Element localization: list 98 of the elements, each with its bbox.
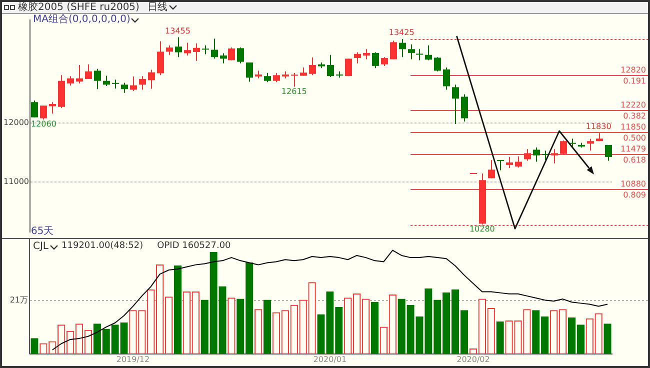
chart-title: CJL <box>33 241 49 252</box>
candlestick <box>246 62 253 82</box>
ref-line-label: 11479 0.618 <box>620 144 646 165</box>
candlestick <box>85 64 92 80</box>
candlestick <box>605 144 612 162</box>
bar <box>541 316 549 354</box>
candlestick <box>551 148 558 164</box>
candlestick <box>515 156 522 168</box>
candlestick <box>496 160 504 171</box>
annotation: 13425 <box>388 28 414 38</box>
candlestick <box>533 146 540 162</box>
candlestick <box>399 38 406 58</box>
annotation: 13455 <box>165 26 190 36</box>
bar <box>93 324 101 354</box>
candlestick <box>40 105 47 120</box>
candlestick <box>434 56 441 72</box>
bar <box>604 324 612 354</box>
candlestick <box>416 48 424 61</box>
annotation: 65天 <box>31 226 54 237</box>
bar <box>210 252 218 354</box>
bar <box>218 286 226 354</box>
x-tick-label: 2019/12 <box>116 354 150 364</box>
annotation: 10280 <box>469 224 495 234</box>
candlestick <box>309 56 316 76</box>
candlestick <box>390 40 397 60</box>
candlestick <box>184 42 191 56</box>
candlestick <box>327 54 334 78</box>
bar <box>246 262 254 354</box>
candlestick <box>130 76 137 92</box>
bar <box>120 322 128 354</box>
x-tick-label: 2020/01 <box>313 354 347 364</box>
bar <box>496 322 504 354</box>
bar <box>406 304 414 354</box>
candlestick <box>488 160 495 179</box>
candlestick <box>461 94 468 122</box>
annotation: 119201.00(48:52) <box>62 241 144 252</box>
chart-title: 橡胶2005 (SHFE ru2005) <box>18 2 140 13</box>
candlestick <box>121 82 128 94</box>
candlestick <box>372 52 379 69</box>
candlestick <box>273 72 280 83</box>
ref-line-label: 12820 0.191 <box>620 66 646 86</box>
annotation: MA组合(0,0,0,0,0,0) <box>33 14 130 25</box>
annotation: 12060 <box>31 120 56 129</box>
candlestick <box>506 156 513 169</box>
candlestick <box>425 44 432 61</box>
candlestick <box>363 48 370 60</box>
x-tick-label: 2020/02 <box>456 354 490 364</box>
annotation: OPID 160527.00 <box>157 241 231 252</box>
bar <box>317 314 325 354</box>
annotation: 11830 <box>586 122 612 132</box>
ref-line-label: 21万 <box>10 296 28 305</box>
bar <box>102 328 110 354</box>
candlestick <box>345 58 352 77</box>
bar <box>236 298 244 354</box>
ref-line-label: 10880 0.809 <box>620 180 646 200</box>
candlestick <box>103 75 110 86</box>
chart-subtitle: 日线 <box>147 2 168 13</box>
bar <box>424 288 432 354</box>
ref-line-label: 11850 0.500 <box>620 122 646 143</box>
candlestick <box>157 40 164 76</box>
candlestick <box>76 64 83 84</box>
candlestick <box>264 72 271 83</box>
candlestick <box>290 72 298 88</box>
candlestick <box>408 44 415 60</box>
candlestick <box>94 68 101 90</box>
bar <box>30 338 38 354</box>
candlestick <box>228 47 235 61</box>
candlestick <box>148 69 155 90</box>
bar <box>111 324 119 354</box>
bar <box>370 302 379 354</box>
bar <box>200 300 208 354</box>
candlestick <box>139 76 146 90</box>
bar <box>398 298 406 354</box>
candlestick <box>524 148 531 162</box>
candlestick <box>175 36 182 58</box>
candlestick <box>67 76 74 86</box>
y-tick-label: 12000 <box>4 118 29 128</box>
candlestick <box>587 138 594 152</box>
candlestick <box>443 67 450 90</box>
candlestick <box>354 52 361 64</box>
bar <box>326 291 334 354</box>
candlestick <box>166 44 173 56</box>
candlestick <box>31 100 38 118</box>
bar <box>174 266 182 354</box>
candlestick <box>193 42 200 62</box>
candlestick <box>211 38 218 60</box>
annotation: 12615 <box>281 86 307 96</box>
candlestick <box>452 84 459 124</box>
candlestick <box>237 47 244 64</box>
candlestick <box>220 52 227 64</box>
bar <box>434 300 442 354</box>
bar <box>335 307 343 354</box>
ref-line-label: 12220 0.382 <box>620 100 646 121</box>
y-tick-label: 11000 <box>4 177 29 186</box>
bar <box>416 316 424 354</box>
bar <box>532 310 540 354</box>
bar <box>263 300 272 354</box>
candlestick <box>560 140 567 155</box>
